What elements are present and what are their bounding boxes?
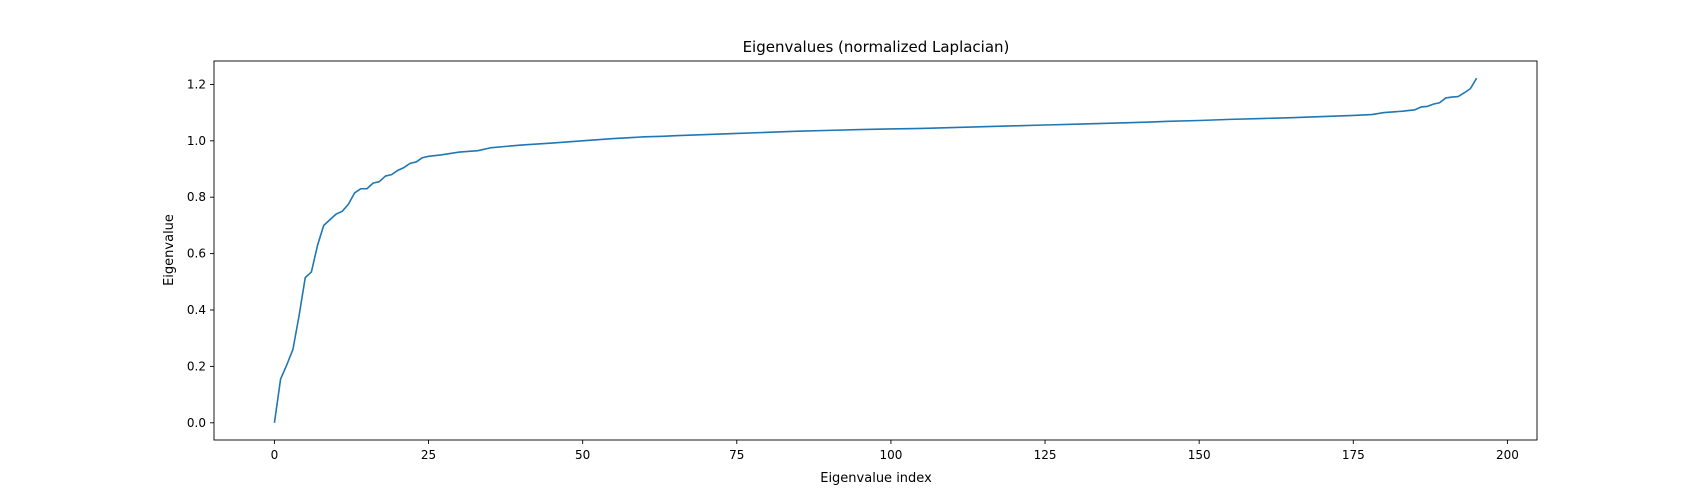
x-tick-label: 175 xyxy=(1342,448,1365,462)
x-tick-label: 125 xyxy=(1034,448,1057,462)
x-tick-label: 0 xyxy=(271,448,279,462)
y-tick-label: 1.0 xyxy=(187,134,206,148)
plot-area xyxy=(213,60,1538,441)
x-tick-label: 25 xyxy=(421,448,436,462)
y-tick-label: 0.2 xyxy=(187,359,206,373)
axes-frame xyxy=(213,60,1538,441)
y-axis: 0.0 0.2 0.4 0.6 0.8 1.0 1.2 xyxy=(187,77,214,430)
x-tick-label: 50 xyxy=(575,448,590,462)
y-axis-label: Eigenvalue xyxy=(162,214,177,286)
x-axis-label: Eigenvalue index xyxy=(820,471,932,486)
x-tick-label: 150 xyxy=(1188,448,1211,462)
y-tick-label: 0.0 xyxy=(187,416,206,430)
x-axis: 0 25 50 75 100 125 150 175 200 xyxy=(271,440,1519,462)
y-tick-label: 1.2 xyxy=(187,77,206,91)
chart-title: Eigenvalues (normalized Laplacian) xyxy=(743,38,1010,56)
y-tick-label: 0.6 xyxy=(187,247,206,261)
y-tick-label: 0.8 xyxy=(187,190,206,204)
x-tick-label: 200 xyxy=(1496,448,1519,462)
x-tick-label: 100 xyxy=(879,448,902,462)
x-tick-label: 75 xyxy=(729,448,744,462)
series-line-0 xyxy=(273,77,1478,423)
y-tick-label: 0.4 xyxy=(187,303,206,317)
